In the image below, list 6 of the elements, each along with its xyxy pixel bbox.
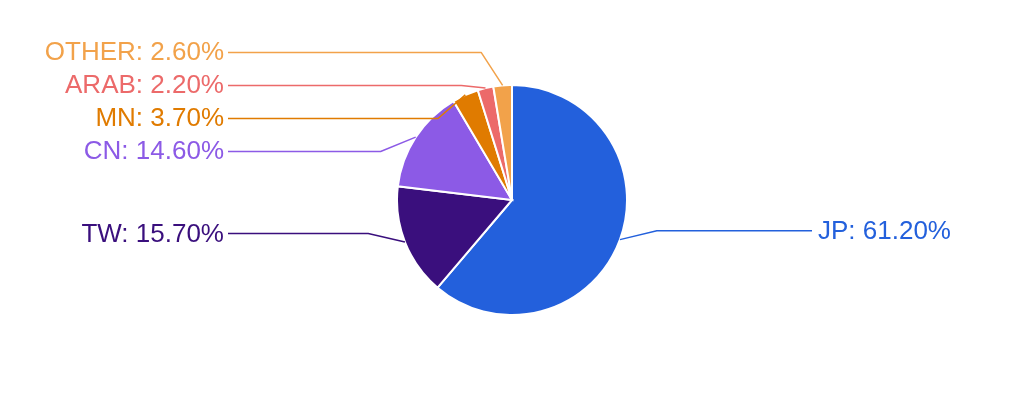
slice-label: ARAB: 2.20%	[65, 69, 224, 100]
slice-label: CN: 14.60%	[83, 135, 224, 166]
slice-label: JP: 61.20%	[818, 214, 951, 245]
slice-label: MN: 3.70%	[95, 102, 224, 133]
slice-label: OTHER: 2.60%	[44, 36, 224, 67]
slice-label: TW: 15.70%	[81, 217, 224, 248]
